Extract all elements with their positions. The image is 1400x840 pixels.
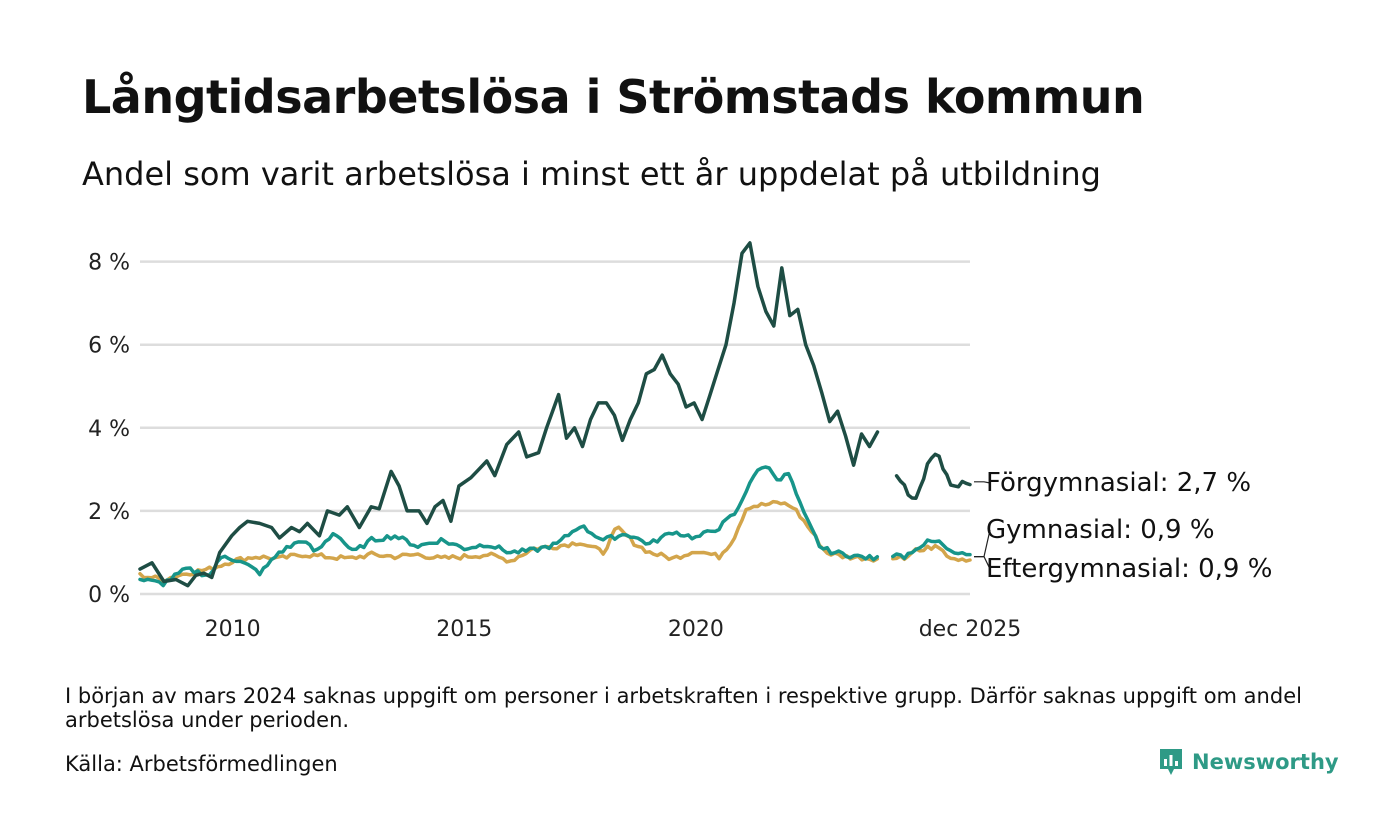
x-tick-label: 2015: [436, 617, 492, 642]
chart-subtitle: Andel som varit arbetslösa i minst ett å…: [82, 155, 1101, 193]
end-label-eftergymnasial: Eftergymnasial: 0,9 %: [986, 554, 1272, 584]
y-tick-label: 8 %: [88, 251, 130, 276]
series-lines: [138, 241, 972, 588]
end-label-forgymnasial: Förgymnasial: 2,7 %: [986, 468, 1251, 498]
chart-title: Långtidsarbetslösa i Strömstads kommun: [82, 70, 1145, 124]
series-end-labels: Förgymnasial: 2,7 % Gymnasial: 0,9 % Efter…: [974, 468, 1272, 584]
x-tick-label: 2020: [668, 617, 724, 642]
end-label-gymnasial: Gymnasial: 0,9 %: [986, 515, 1215, 545]
y-gridlines: [140, 260, 970, 596]
y-tick-label: 0 %: [88, 583, 130, 608]
label-leader-line: [974, 481, 991, 484]
series-line-eftergymnasial: [138, 499, 880, 584]
brand-name: Newsworthy: [1192, 750, 1339, 774]
y-axis-ticks: 0 % 2 % 4 % 6 % 8 %: [88, 251, 130, 608]
footnote: I början av mars 2024 saknas uppgift om …: [65, 684, 1302, 732]
newsworthy-logo-icon: [1160, 749, 1182, 775]
brand[interactable]: Newsworthy: [1158, 747, 1339, 777]
label-leader-line: [974, 556, 991, 570]
series-line-forgymnasial: [138, 241, 880, 588]
y-tick-label: 6 %: [88, 334, 130, 359]
series-line-forgymnasial-after-gap: [894, 452, 972, 501]
series-line-gymnasial-after-gap: [891, 538, 972, 561]
x-tick-label: 2010: [205, 617, 261, 642]
source-text: Källa: Arbetsförmedlingen: [65, 752, 338, 776]
y-tick-label: 2 %: [88, 500, 130, 525]
x-axis-ticks: 2010 2015 2020 dec 2025: [205, 617, 1022, 642]
x-tick-label: dec 2025: [919, 617, 1022, 642]
y-tick-label: 4 %: [88, 417, 130, 442]
series-line-gymnasial: [138, 465, 880, 588]
